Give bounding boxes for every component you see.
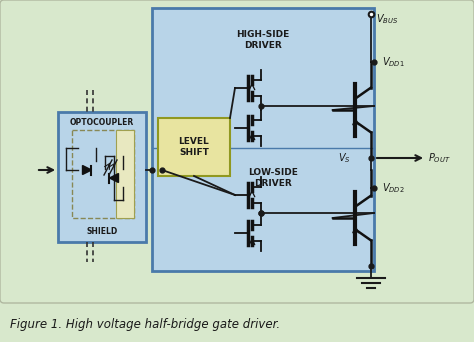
Text: HIGH-SIDE
DRIVER: HIGH-SIDE DRIVER xyxy=(237,30,290,50)
Text: $P_{OUT}$: $P_{OUT}$ xyxy=(428,151,451,165)
Text: Figure 1. High voltage half-bridge gate driver.: Figure 1. High voltage half-bridge gate … xyxy=(10,318,280,331)
Text: SHIELD: SHIELD xyxy=(86,227,118,236)
Bar xyxy=(158,118,230,176)
Text: LOW-SIDE
DRIVER: LOW-SIDE DRIVER xyxy=(248,168,298,188)
Bar xyxy=(72,130,134,218)
Bar xyxy=(152,8,374,271)
Bar xyxy=(58,112,146,242)
Text: LEVEL
SHIFT: LEVEL SHIFT xyxy=(179,137,210,157)
Polygon shape xyxy=(109,173,118,183)
Text: $V_{BUS}$: $V_{BUS}$ xyxy=(376,12,399,26)
Text: $V_{DD1}$: $V_{DD1}$ xyxy=(382,55,405,69)
Bar xyxy=(116,130,134,218)
Text: $V_S$: $V_S$ xyxy=(338,151,351,165)
Polygon shape xyxy=(82,166,91,174)
Text: OPTOCOUPLER: OPTOCOUPLER xyxy=(70,118,134,127)
Text: $V_{DD2}$: $V_{DD2}$ xyxy=(382,181,405,195)
FancyBboxPatch shape xyxy=(0,0,474,303)
